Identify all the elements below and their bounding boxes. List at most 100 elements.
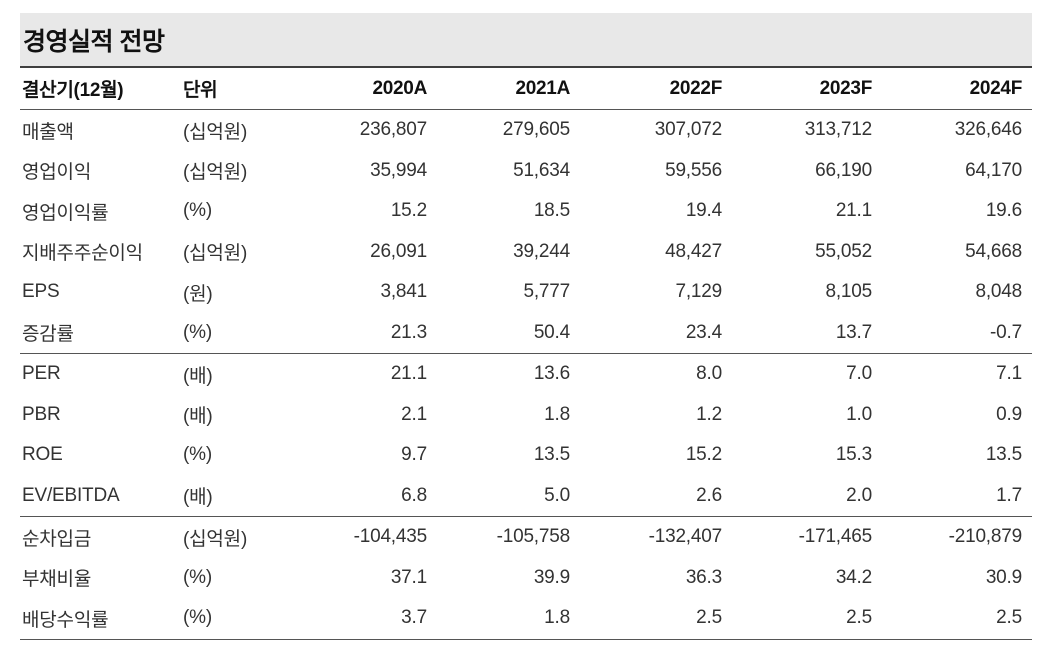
cell-value: 1.2 bbox=[696, 403, 722, 425]
table-row: 순차입금 (십억원) -104,435 -105,758 -132,407 -171,46… bbox=[20, 516, 1032, 558]
report-table-container: 경영실적 전망 결산기(12월) 단위 2020A 2021A 2022F 2023F… bbox=[20, 13, 1032, 640]
row-unit: (배) bbox=[183, 406, 213, 428]
cell-value: 9.7 bbox=[401, 444, 427, 466]
cell-value: 13.6 bbox=[437, 353, 580, 395]
cell-value: 64,170 bbox=[965, 159, 1022, 181]
row-label: PER bbox=[20, 353, 183, 395]
row-label: 매출액 bbox=[22, 121, 74, 143]
cell-value: 6.8 bbox=[401, 484, 427, 506]
cell-value: 313,712 bbox=[804, 119, 872, 141]
cell-value: 2.6 bbox=[696, 484, 722, 506]
cell-value: 8,048 bbox=[975, 281, 1022, 303]
cell-value: 21.1 bbox=[267, 353, 437, 395]
table-row: PER (배) 21.1 13.6 8.0 7.0 7.1 bbox=[20, 353, 1032, 395]
table-row: ROE (%) 9.7 13.5 15.2 15.3 13.5 bbox=[20, 435, 1032, 476]
row-unit: (%) bbox=[183, 598, 267, 640]
cell-value: 0.9 bbox=[996, 403, 1022, 425]
cell-value: 66,190 bbox=[815, 159, 872, 181]
row-unit: (%) bbox=[183, 444, 212, 466]
cell-value: -171,465 bbox=[732, 516, 882, 558]
table-header-row: 결산기(12월) 단위 2020A 2021A 2022F 2023F 2024F bbox=[20, 68, 1032, 110]
row-unit: (%) bbox=[183, 200, 212, 222]
row-unit: (십억원) bbox=[183, 516, 267, 558]
table-row: EPS (원) 3,841 5,777 7,129 8,105 8,048 bbox=[20, 272, 1032, 313]
cell-value: 18.5 bbox=[533, 200, 570, 222]
cell-value: 279,605 bbox=[502, 119, 570, 141]
cell-value: 34.2 bbox=[835, 566, 872, 588]
table-row: PBR (배) 2.1 1.8 1.2 1.0 0.9 bbox=[20, 395, 1032, 436]
row-label: 순차입금 bbox=[20, 516, 183, 558]
cell-value: 8,105 bbox=[825, 281, 872, 303]
row-unit: (십억원) bbox=[183, 243, 248, 265]
cell-value: 13.5 bbox=[533, 444, 570, 466]
cell-value: 3.7 bbox=[267, 598, 437, 640]
cell-value: 39.9 bbox=[533, 566, 570, 588]
column-header-unit: 단위 bbox=[183, 68, 267, 110]
cell-value: 236,807 bbox=[359, 119, 427, 141]
cell-value: 1.8 bbox=[544, 403, 570, 425]
performance-forecast-table: 결산기(12월) 단위 2020A 2021A 2022F 2023F 2024F 매출… bbox=[20, 68, 1032, 640]
cell-value: 7.0 bbox=[732, 353, 882, 395]
cell-value: 15.3 bbox=[835, 444, 872, 466]
cell-value: 48,427 bbox=[665, 240, 722, 262]
row-unit: (%) bbox=[183, 321, 212, 343]
column-header-year: 2024F bbox=[882, 68, 1032, 110]
row-label: 배당수익률 bbox=[20, 598, 183, 640]
row-label: 지배주주순이익 bbox=[22, 243, 143, 265]
cell-value: 1.7 bbox=[996, 484, 1022, 506]
page-title: 경영실적 전망 bbox=[23, 27, 165, 56]
cell-value: 50.4 bbox=[533, 321, 570, 343]
cell-value: 51,634 bbox=[513, 159, 570, 181]
row-unit: (배) bbox=[183, 353, 267, 395]
cell-value: 5,777 bbox=[523, 281, 570, 303]
cell-value: 2.5 bbox=[882, 598, 1032, 640]
row-unit: (%) bbox=[183, 566, 212, 588]
cell-value: 13.7 bbox=[835, 321, 872, 343]
table-row: 증감률 (%) 21.3 50.4 23.4 13.7 -0.7 bbox=[20, 313, 1032, 354]
cell-value: -0.7 bbox=[990, 321, 1022, 343]
cell-value: 7.1 bbox=[882, 353, 1032, 395]
row-unit: (배) bbox=[183, 487, 213, 509]
table-row: 매출액 (십억원) 236,807 279,605 307,072 313,712 326,… bbox=[20, 110, 1032, 151]
cell-value: 2.5 bbox=[580, 598, 732, 640]
cell-value: 2.0 bbox=[846, 484, 872, 506]
table-row: 영업이익 (십억원) 35,994 51,634 59,556 66,190 64,170 bbox=[20, 151, 1032, 192]
cell-value: 23.4 bbox=[685, 321, 722, 343]
table-row: EV/EBITDA (배) 6.8 5.0 2.6 2.0 1.7 bbox=[20, 476, 1032, 517]
cell-value: 7,129 bbox=[675, 281, 722, 303]
cell-value: 39,244 bbox=[513, 240, 570, 262]
row-unit: (원) bbox=[183, 283, 213, 305]
cell-value: 26,091 bbox=[370, 240, 427, 262]
table-row: 지배주주순이익 (십억원) 26,091 39,244 48,427 55,052 54,6… bbox=[20, 232, 1032, 273]
cell-value: 8.0 bbox=[580, 353, 732, 395]
cell-value: -210,879 bbox=[882, 516, 1032, 558]
cell-value: -132,407 bbox=[580, 516, 732, 558]
cell-value: 30.9 bbox=[985, 566, 1022, 588]
title-bar: 경영실적 전망 bbox=[20, 13, 1032, 68]
cell-value: 54,668 bbox=[965, 240, 1022, 262]
cell-value: 2.1 bbox=[401, 403, 427, 425]
cell-value: 36.3 bbox=[685, 566, 722, 588]
cell-value: 15.2 bbox=[390, 200, 427, 222]
cell-value: 307,072 bbox=[654, 119, 722, 141]
cell-value: 2.5 bbox=[732, 598, 882, 640]
table-row: 부채비율 (%) 37.1 39.9 36.3 34.2 30.9 bbox=[20, 558, 1032, 599]
cell-value: 21.3 bbox=[390, 321, 427, 343]
table-body: 매출액 (십억원) 236,807 279,605 307,072 313,712 326,… bbox=[20, 110, 1032, 640]
column-header-year: 2023F bbox=[732, 68, 882, 110]
cell-value: 326,646 bbox=[954, 119, 1022, 141]
row-label: 영업이익 bbox=[22, 162, 92, 184]
cell-value: 37.1 bbox=[390, 566, 427, 588]
table-row: 배당수익률 (%) 3.7 1.8 2.5 2.5 2.5 bbox=[20, 598, 1032, 640]
cell-value: 3,841 bbox=[380, 281, 427, 303]
cell-value: -105,758 bbox=[437, 516, 580, 558]
row-label: PBR bbox=[22, 403, 61, 425]
cell-value: 21.1 bbox=[835, 200, 872, 222]
column-header-year: 2021A bbox=[437, 68, 580, 110]
column-header-year: 2022F bbox=[580, 68, 732, 110]
cell-value: 1.8 bbox=[437, 598, 580, 640]
cell-value: 19.6 bbox=[985, 200, 1022, 222]
cell-value: 15.2 bbox=[685, 444, 722, 466]
cell-value: 13.5 bbox=[985, 444, 1022, 466]
row-unit: (십억원) bbox=[183, 162, 248, 184]
